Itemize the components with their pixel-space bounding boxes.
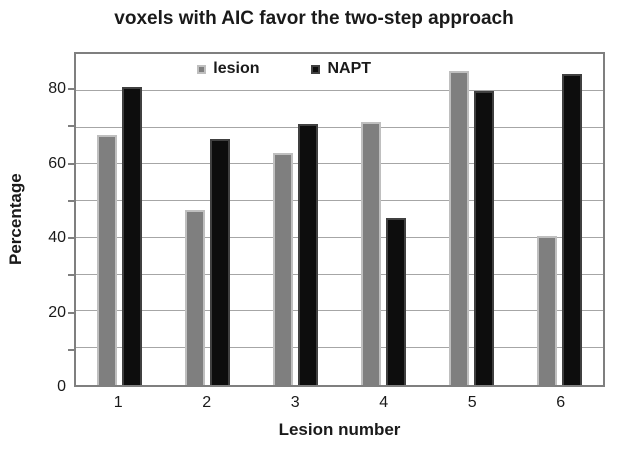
y-tick [68,125,74,128]
x-axis-title: Lesion number [278,420,401,439]
gridline [76,126,603,128]
gridline [76,163,603,165]
bar-group-1 [76,54,164,385]
y-tick [68,274,74,277]
bar-group-5 [427,54,515,385]
y-axis-title: Percentage [6,173,25,266]
legend-item-napt: NAPT [311,60,371,78]
gridline [76,236,603,238]
x-tick-label-5: 5 [467,394,477,411]
gridline [76,347,603,349]
NAPT-bar-4 [385,217,406,385]
bar-group-4 [339,54,427,385]
gridline [76,200,603,202]
lesion-bar-2 [185,210,206,385]
y-tick-label-20: 20 [48,303,66,321]
y-tick-label-0: 0 [57,378,66,395]
napt-swatch-icon [311,64,321,74]
y-tick [68,162,74,165]
y-tick [68,88,74,91]
y-tick [68,199,74,202]
y-tick-label-80: 80 [48,80,66,98]
lesion-swatch-icon [197,64,207,74]
legend-item-lesion: lesion [197,60,259,78]
x-tick-label-6: 6 [556,394,566,411]
bars [76,54,603,385]
y-tick [68,237,74,240]
x-tick-label-3: 3 [290,394,300,411]
chart-title: voxels with AIC favor the two-step appro… [114,8,514,29]
legend: lesion NAPT [139,60,429,78]
y-tick-label-40: 40 [48,229,66,247]
bar-group-2 [164,54,252,385]
legend-label: NAPT [327,60,372,77]
lesion-bar-4 [360,122,381,385]
NAPT-bar-2 [210,138,231,385]
y-tick [68,348,74,351]
x-tick-label-1: 1 [113,394,123,411]
lesion-bar-5 [448,70,469,385]
NAPT-bar-6 [561,74,582,385]
gridline [76,89,603,91]
plot-area: lesion NAPT [74,52,605,387]
lesion-bar-3 [273,153,294,385]
gridline [76,310,603,312]
lesion-bar-6 [536,236,557,385]
gridline [76,273,603,275]
NAPT-bar-5 [473,90,494,385]
bar-group-6 [515,54,603,385]
x-tick-label-4: 4 [379,394,389,411]
y-tick-label-60: 60 [48,154,66,172]
bar-group-3 [252,54,340,385]
lesion-bar-1 [97,134,118,385]
NAPT-bar-1 [122,87,143,385]
x-tick-label-2: 2 [202,394,212,411]
y-tick [68,311,74,314]
legend-label: lesion [213,60,260,77]
NAPT-bar-3 [298,123,319,385]
